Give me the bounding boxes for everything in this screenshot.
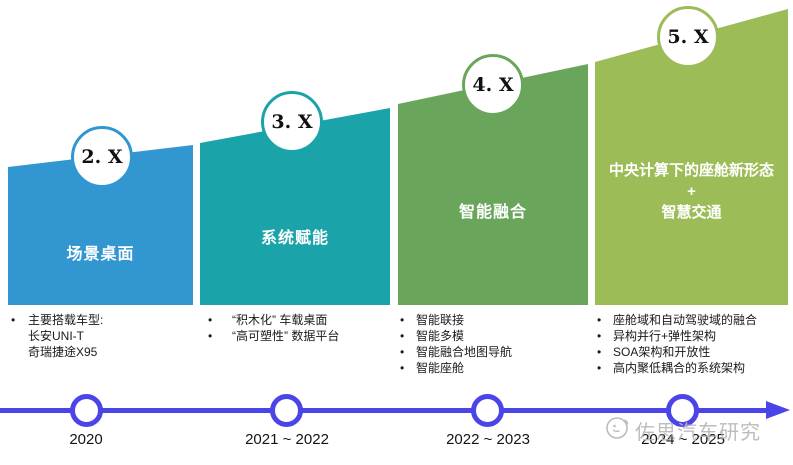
bullet-item: 智能融合地图导航 <box>398 344 588 360</box>
watermark-text: 佐思汽车研究 <box>635 421 761 444</box>
version-label: 2. X <box>81 146 123 168</box>
bullet-item: 智能多模 <box>398 328 588 344</box>
stage-title-line: + <box>687 183 696 200</box>
version-badge: 5. X <box>657 6 719 68</box>
stage-title-line: 智慧交通 <box>661 204 722 221</box>
stage-title: 中央计算下的座舱新形态 + 智慧交通 <box>595 160 788 223</box>
bullet-item: 智能座舱 <box>398 360 588 376</box>
stage-bullets: 主要搭载车型: 长安UNI-T 奇瑞捷途X95 <box>8 312 193 360</box>
stage-title: 系统赋能 <box>260 230 329 247</box>
timeline-dot <box>70 394 103 427</box>
timeline-dot <box>666 394 699 427</box>
stage-title: 智能融合 <box>458 204 527 221</box>
stage-4x: 4. X 智能融合 智能联接 智能多模 智能融合地图导航 智能座舱 <box>398 0 588 465</box>
bullet-item: 座舱域和自动驾驶域的融合 <box>595 312 788 328</box>
timeline-dot <box>471 394 504 427</box>
version-label: 3. X <box>271 111 313 133</box>
timeline-dot <box>270 394 303 427</box>
version-label: 5. X <box>667 26 709 48</box>
stage-2x: 2. X 场景桌面 主要搭载车型: 长安UNI-T 奇瑞捷途X95 <box>8 0 193 465</box>
stage-3x: 3. X 系统赋能 “积木化” 车载桌面 “高可塑性” 数据平台 <box>200 0 390 465</box>
stage-title-line: 中央计算下的座舱新形态 <box>608 162 774 179</box>
version-badge: 3. X <box>261 91 323 153</box>
timeline-line <box>0 408 772 413</box>
version-badge: 2. X <box>71 126 133 188</box>
stage-bullets: “积木化” 车载桌面 “高可塑性” 数据平台 <box>200 312 390 344</box>
bullet-item: 主要搭载车型: <box>8 312 193 328</box>
bullet-item: SOA架构和开放性 <box>595 344 788 360</box>
bullet-item: “高可塑性” 数据平台 <box>200 328 390 344</box>
stage-5x: 5. X 中央计算下的座舱新形态 + 智慧交通 座舱域和自动驾驶域的融合 异构并… <box>595 0 788 465</box>
stage-bullets: 座舱域和自动驾驶域的融合 异构并行+弹性架构 SOA架构和开放性 高内聚低耦合的… <box>595 312 788 376</box>
bullet-item: “积木化” 车载桌面 <box>200 312 390 328</box>
version-badge: 4. X <box>462 54 524 116</box>
bullet-item: 长安UNI-T <box>28 329 84 343</box>
timeline-year-label: 2024 ~ 2025 <box>641 431 725 448</box>
timeline-year-label: 2022 ~ 2023 <box>446 431 530 448</box>
stage-title: 场景桌面 <box>66 246 135 263</box>
bullet-item: 高内聚低耦合的系统架构 <box>595 360 788 376</box>
timeline-year-label: 2020 <box>69 431 103 448</box>
version-label: 4. X <box>472 74 514 96</box>
timeline-year-label: 2021 ~ 2022 <box>245 431 329 448</box>
watermark: 佐思汽车研究 <box>604 413 761 447</box>
arrow-right-icon <box>766 401 790 419</box>
stage-bullets: 智能联接 智能多模 智能融合地图导航 智能座舱 <box>398 312 588 376</box>
watermark-logo-icon <box>604 413 632 447</box>
bullet-item: 智能联接 <box>398 312 588 328</box>
bullet-item: 异构并行+弹性架构 <box>595 328 788 344</box>
bullet-item: 奇瑞捷途X95 <box>28 345 98 359</box>
